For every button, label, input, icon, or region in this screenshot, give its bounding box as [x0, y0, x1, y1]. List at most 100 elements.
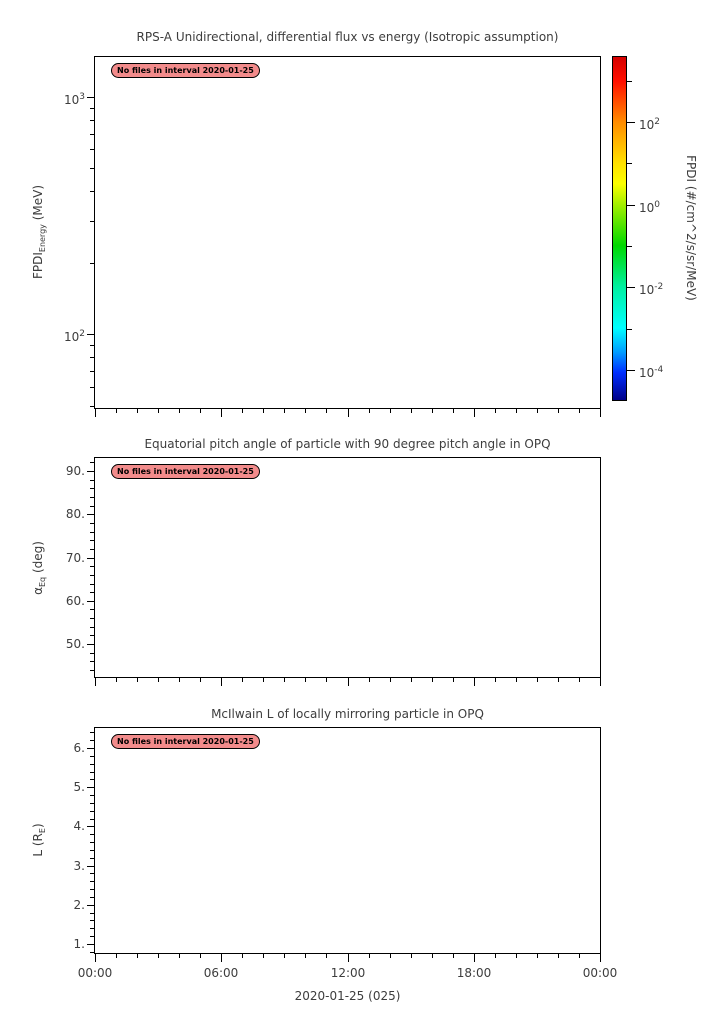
x-minor-tick	[242, 409, 243, 413]
x-minor-tick	[179, 954, 180, 958]
x-major-tick	[474, 954, 475, 962]
y-major-tick	[87, 97, 94, 98]
panel1-ylabel-sub: Energy	[38, 224, 48, 253]
x-minor-tick	[495, 678, 496, 682]
y-minor-tick	[90, 120, 94, 121]
y-major-tick	[87, 471, 94, 472]
y-tick-label: 4.	[73, 819, 85, 833]
y-tick-label: 90.	[65, 464, 85, 478]
y-minor-tick	[90, 540, 94, 541]
y-minor-tick	[90, 732, 94, 733]
y-minor-tick	[90, 858, 94, 859]
y-minor-tick	[90, 635, 94, 636]
y-tick-label: 60.	[65, 594, 85, 608]
x-minor-tick	[200, 409, 201, 413]
colorbar	[612, 56, 627, 401]
y-minor-tick	[90, 263, 94, 264]
x-minor-tick	[579, 954, 580, 958]
x-tick-label: 00:00	[582, 966, 618, 980]
x-minor-tick	[116, 409, 117, 413]
x-minor-tick	[200, 954, 201, 958]
y-tick-label: 70.	[65, 551, 85, 565]
x-minor-tick	[116, 954, 117, 958]
y-minor-tick	[90, 357, 94, 358]
colorbar-tick-label: 100	[639, 200, 661, 215]
panel1-plot-area: No files in interval 2020-01-25	[94, 56, 601, 409]
x-minor-tick	[537, 678, 538, 682]
x-major-tick	[95, 954, 96, 962]
x-minor-tick	[558, 678, 559, 682]
x-major-tick	[95, 678, 96, 686]
x-major-tick	[95, 409, 96, 417]
y-tick-label: 80.	[65, 507, 85, 521]
x-minor-tick	[453, 678, 454, 682]
y-minor-tick	[90, 661, 94, 662]
y-minor-tick	[90, 371, 94, 372]
x-major-tick	[348, 954, 349, 962]
colorbar-minor-tick	[627, 163, 632, 164]
colorbar-major-tick	[627, 287, 635, 288]
x-minor-tick	[390, 409, 391, 413]
y-minor-tick	[90, 653, 94, 654]
x-minor-tick	[326, 409, 327, 413]
x-minor-tick	[432, 954, 433, 958]
y-minor-tick	[90, 462, 94, 463]
y-minor-tick	[90, 149, 94, 150]
x-minor-tick	[242, 678, 243, 682]
colorbar-major-tick	[627, 370, 635, 371]
x-major-tick	[221, 409, 222, 417]
x-minor-tick	[495, 954, 496, 958]
x-minor-tick	[158, 678, 159, 682]
y-minor-tick	[90, 842, 94, 843]
x-minor-tick	[495, 409, 496, 413]
y-minor-tick	[90, 897, 94, 898]
x-minor-tick	[284, 678, 285, 682]
y-minor-tick	[90, 920, 94, 921]
x-tick-label: 12:00	[330, 966, 366, 980]
x-minor-tick	[263, 678, 264, 682]
x-minor-tick	[411, 678, 412, 682]
y-minor-tick	[90, 834, 94, 835]
y-major-tick	[87, 558, 94, 559]
colorbar-minor-tick	[627, 329, 632, 330]
panel3-plot-area: No files in interval 2020-01-25	[94, 727, 601, 954]
x-axis-date-label: 2020-01-25 (025)	[294, 989, 401, 1003]
x-minor-tick	[263, 409, 264, 413]
y-minor-tick	[90, 881, 94, 882]
x-major-tick	[348, 678, 349, 686]
x-minor-tick	[516, 409, 517, 413]
y-minor-tick	[90, 764, 94, 765]
x-major-tick	[600, 409, 601, 417]
x-minor-tick	[326, 678, 327, 682]
x-minor-tick	[579, 678, 580, 682]
x-minor-tick	[179, 409, 180, 413]
colorbar-major-tick	[627, 205, 635, 206]
y-tick-label: 102	[63, 329, 85, 344]
y-minor-tick	[90, 670, 94, 671]
colorbar-label: FPDI (#/cm^2/s/sr/MeV)	[684, 155, 698, 301]
colorbar-minor-tick	[627, 81, 632, 82]
y-minor-tick	[90, 566, 94, 567]
x-minor-tick	[558, 954, 559, 958]
y-minor-tick	[90, 618, 94, 619]
y-major-tick	[87, 644, 94, 645]
y-tick-label: 5.	[73, 780, 85, 794]
y-minor-tick	[90, 108, 94, 109]
y-minor-tick	[90, 936, 94, 937]
y-minor-tick	[90, 889, 94, 890]
x-minor-tick	[390, 954, 391, 958]
x-minor-tick	[453, 954, 454, 958]
y-minor-tick	[90, 803, 94, 804]
panel2-no-data-badge: No files in interval 2020-01-25	[111, 464, 260, 479]
x-minor-tick	[305, 954, 306, 958]
panel1-title: RPS-A Unidirectional, differential flux …	[136, 30, 559, 44]
y-tick-label: 50.	[65, 637, 85, 651]
panel1-y-axis-label: FPDIEnergy (MeV)	[31, 185, 47, 279]
y-minor-tick	[90, 819, 94, 820]
x-minor-tick	[158, 409, 159, 413]
y-major-tick	[87, 866, 94, 867]
x-major-tick	[221, 678, 222, 686]
y-minor-tick	[90, 134, 94, 135]
x-minor-tick	[411, 954, 412, 958]
colorbar-minor-tick	[627, 246, 632, 247]
